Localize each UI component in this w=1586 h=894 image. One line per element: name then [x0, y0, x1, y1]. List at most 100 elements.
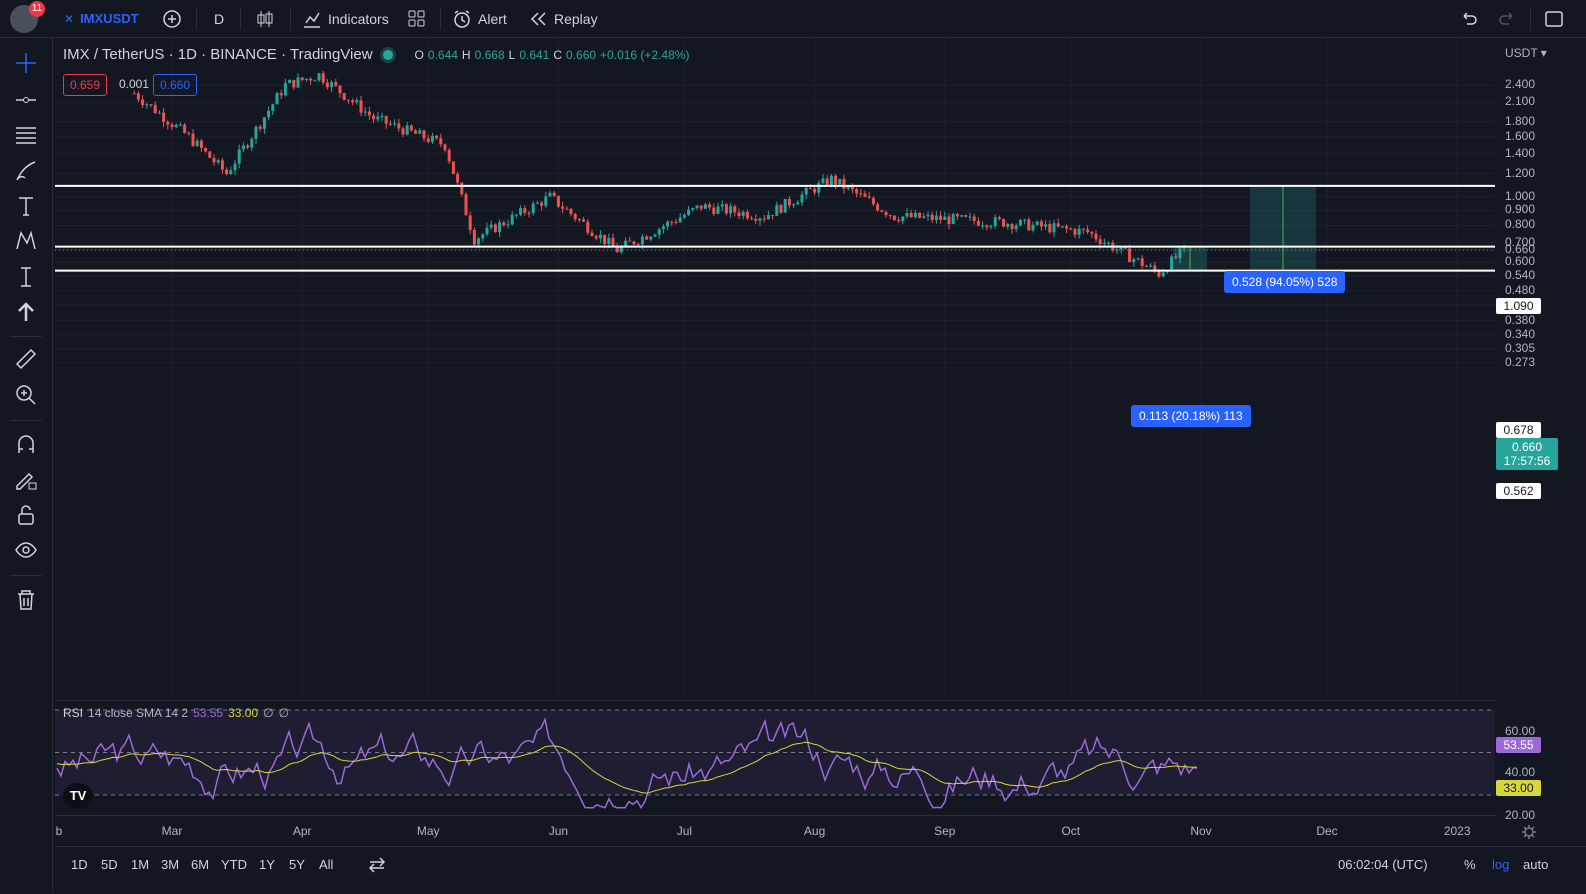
range-button-3m[interactable]: 3M — [161, 857, 180, 872]
pattern-tool[interactable] — [11, 226, 41, 256]
fullscreen-button[interactable] — [1544, 0, 1564, 37]
candle-body — [1073, 229, 1077, 235]
auto-toggle[interactable]: auto — [1523, 857, 1549, 872]
stay-in-drawing-tool[interactable] — [11, 464, 41, 494]
range-button-5y[interactable]: 5Y — [289, 857, 305, 872]
remove-drawings-tool[interactable] — [11, 585, 41, 615]
measure-tool[interactable] — [11, 262, 41, 292]
user-avatar[interactable]: 11 — [10, 0, 45, 37]
candle-body — [510, 214, 514, 225]
sell-price-button[interactable]: 0.659 — [63, 74, 108, 96]
candle-body — [426, 138, 430, 142]
chart-legend: IMX / TetherUS · 1D · BINANCE · TradingV… — [63, 46, 689, 63]
rsi-canvas[interactable] — [55, 701, 1495, 816]
eye-icon — [15, 542, 37, 558]
range-button-ytd[interactable]: YTD — [221, 857, 247, 872]
candle-body — [321, 73, 325, 83]
range-button-1d[interactable]: 1D — [71, 857, 88, 872]
candle-body — [393, 123, 397, 125]
candle-body — [351, 100, 355, 103]
percent-toggle[interactable]: % — [1464, 857, 1476, 872]
candle-body — [271, 104, 275, 111]
candle-body — [682, 215, 686, 218]
candle-body — [943, 216, 947, 220]
candle-body — [237, 149, 241, 164]
candle-body — [1048, 224, 1052, 233]
candle-body — [283, 83, 287, 96]
candle-body — [993, 217, 997, 227]
log-toggle[interactable]: log — [1492, 857, 1510, 872]
magnet-tool[interactable] — [11, 429, 41, 459]
add-symbol-button[interactable] — [162, 0, 182, 37]
candle-body — [1006, 223, 1010, 227]
candle-body — [514, 214, 518, 216]
text-tool[interactable] — [11, 191, 41, 221]
candle-body — [544, 196, 548, 206]
candle-body — [968, 216, 972, 218]
candle-body — [1010, 223, 1014, 230]
indicators-button[interactable]: Indicators — [302, 0, 389, 37]
candle-body — [212, 157, 216, 163]
zoom-tool[interactable] — [11, 380, 41, 410]
crosshair-tool[interactable] — [11, 48, 41, 78]
interval-button[interactable]: D — [214, 0, 224, 37]
chart-type-button[interactable] — [256, 0, 274, 37]
lock-drawings-tool[interactable] — [11, 500, 41, 530]
tradingview-logo[interactable]: TV — [63, 783, 93, 809]
range-button-5d[interactable]: 5D — [101, 857, 118, 872]
range-button-all[interactable]: All — [319, 857, 334, 872]
alert-button[interactable]: Alert — [452, 0, 507, 37]
text-icon — [19, 197, 33, 216]
candle-body — [191, 133, 195, 146]
settings-icon[interactable] — [1521, 824, 1537, 840]
candle-body — [153, 104, 157, 114]
plus-circle-icon — [163, 9, 181, 28]
price-label: 1.400 — [1505, 145, 1536, 160]
utc-clock[interactable]: 06:02:04 (UTC) — [1338, 857, 1428, 872]
candle-body — [985, 225, 989, 228]
window-icon — [1545, 10, 1563, 27]
candle-body — [225, 169, 229, 175]
candle-body — [792, 204, 796, 206]
price-chart-canvas[interactable] — [55, 38, 1495, 696]
buy-price-button[interactable]: 0.660 — [153, 74, 198, 96]
candle-body — [624, 240, 628, 247]
time-label: 2023 — [1443, 824, 1471, 838]
date-range-icon[interactable] — [368, 856, 386, 874]
candle-body — [267, 110, 271, 118]
price-label: 0.660 — [1505, 242, 1536, 257]
price-scale[interactable]: USDT ▾ 2.400 2.100 1.800 1.600 1.400 1.200 1.0… — [1495, 38, 1586, 822]
range-button-1m[interactable]: 1M — [131, 857, 150, 872]
ruler-tool[interactable] — [11, 344, 41, 374]
alarm-clock-icon — [454, 9, 470, 28]
replay-button[interactable]: Replay — [530, 0, 598, 37]
fib-tool[interactable] — [11, 120, 41, 150]
candle-body — [918, 212, 922, 218]
trendline-tool[interactable] — [11, 85, 41, 115]
candle-body — [233, 163, 237, 171]
rsi-pane[interactable]: RSI 14 close SMA 14 2 53.55 33.00 ∅ ∅ TV — [55, 700, 1495, 816]
hide-drawings-tool[interactable] — [11, 535, 41, 565]
notification-badge: 11 — [29, 0, 45, 17]
range-button-6m[interactable]: 6M — [191, 857, 210, 872]
currency-selector[interactable]: USDT ▾ — [1505, 46, 1547, 60]
candle-body — [414, 130, 418, 134]
candle-body — [808, 187, 812, 189]
candle-body — [649, 236, 653, 240]
arrow-tool[interactable] — [11, 297, 41, 327]
candle-body — [254, 126, 258, 139]
candle-body — [670, 221, 674, 223]
symbol-search[interactable]: ✕ IMXUSDT — [64, 0, 139, 37]
undo-button[interactable] — [1460, 0, 1478, 37]
range-button-1y[interactable]: 1Y — [259, 857, 275, 872]
price-label: 2.100 — [1505, 94, 1536, 109]
price-chart-pane[interactable]: IMX / TetherUS · 1D · BINANCE · TradingV… — [55, 38, 1495, 696]
brush-icon — [16, 161, 36, 181]
candle-body — [703, 204, 707, 209]
layouts-button[interactable] — [408, 0, 426, 37]
rsi-sma-line — [56, 741, 1198, 794]
redo-button[interactable] — [1498, 0, 1516, 37]
time-axis[interactable]: b Mar Apr May Jun Jul Aug Sep Oct Nov Dec 2023 — [55, 815, 1536, 846]
brush-tool[interactable] — [11, 156, 41, 186]
rsi-line — [56, 717, 1198, 810]
